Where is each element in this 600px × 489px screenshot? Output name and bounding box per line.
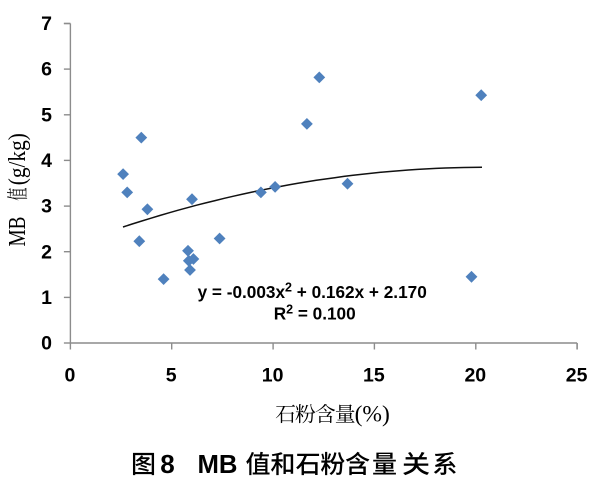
svg-text:10: 10 <box>262 365 284 387</box>
svg-text:4: 4 <box>41 150 52 172</box>
svg-text:(%): (%) <box>355 402 390 428</box>
svg-text:(g/kg): (g/kg) <box>4 133 31 185</box>
svg-text:0: 0 <box>64 365 75 387</box>
svg-text:25: 25 <box>566 365 588 387</box>
svg-text:8: 8 <box>160 449 174 479</box>
svg-text:0: 0 <box>41 333 52 355</box>
svg-text:15: 15 <box>363 365 385 387</box>
svg-text:20: 20 <box>464 365 486 387</box>
svg-text:y = -0.003x2 + 0.162x + 2.170: y = -0.003x2 + 0.162x + 2.170 <box>198 281 427 302</box>
svg-text:3: 3 <box>41 196 52 218</box>
svg-text:MB: MB <box>4 217 31 247</box>
svg-text:R2 = 0.100: R2 = 0.100 <box>274 302 356 323</box>
svg-text:5: 5 <box>41 104 52 126</box>
svg-text:1: 1 <box>41 287 52 309</box>
svg-text:6: 6 <box>41 59 52 81</box>
svg-text:5: 5 <box>166 365 177 387</box>
svg-text:MB: MB <box>198 449 238 479</box>
svg-text:7: 7 <box>41 13 52 35</box>
svg-text:2: 2 <box>41 241 52 263</box>
